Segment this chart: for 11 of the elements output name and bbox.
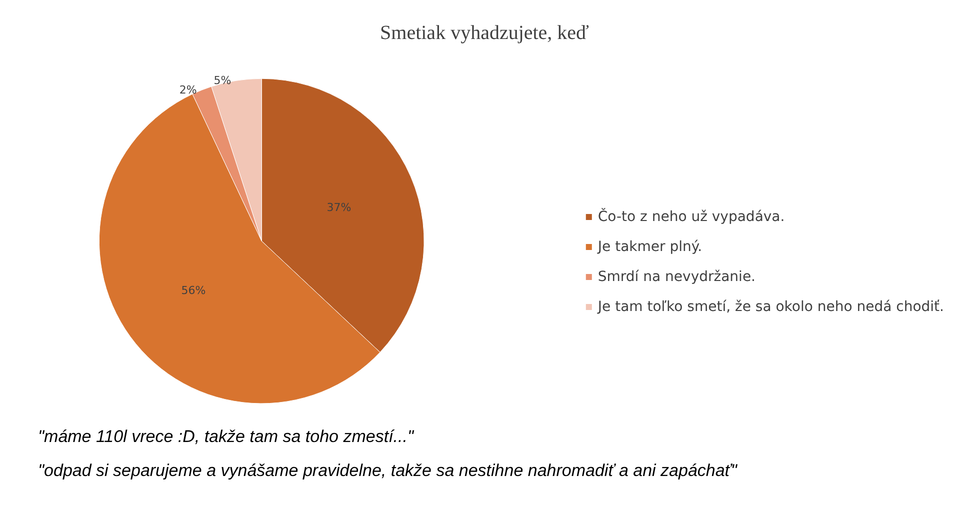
data-label: 37% [326,201,352,214]
data-label: 2% [179,84,197,97]
data-label: 5% [214,74,232,88]
legend-label: Čo-to z neho už vypadáva. [598,208,785,225]
data-label: 56% [181,284,206,298]
legend-label: Je tam toľko smetí, že sa okolo neho nedá chodiť. [596,299,944,315]
legend-label: Je takmer plný. [596,239,702,255]
text: "odpad si separujeme a vynášame pravidelne, takže sa nestihne nahromadiť a ani zapáchať" [38,461,738,480]
text: "máme 110l vrece :D, takže tam sa toho zmestí..." [38,427,414,446]
legend-label: Smrdí na nevydržanie. [598,269,756,285]
chart-title: Smetiak vyhadzujete, keď [380,22,590,44]
